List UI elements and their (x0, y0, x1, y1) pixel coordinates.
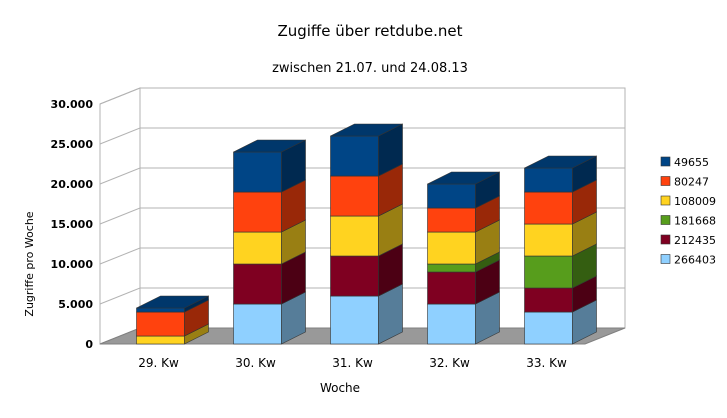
x-tick-label: 32. Kw (429, 356, 470, 370)
legend-item: 108009 (660, 195, 716, 208)
bar-face (330, 135, 379, 177)
legend-label: 49655 (674, 156, 709, 169)
legend-label: 212435 (674, 234, 716, 247)
bar-face (427, 263, 476, 273)
bar-segment (330, 123, 403, 177)
axis-tick-labels: 29. Kw 30. Kw 31. Kw 32. Kw 33. Kw 0 5.000 10.0… (51, 98, 567, 370)
bar-segment (524, 155, 597, 193)
bar-face (524, 191, 573, 225)
bar-face (233, 303, 282, 345)
bar-top (330, 123, 403, 137)
bar-segment (427, 171, 500, 209)
x-tick-label: 33. Kw (526, 356, 567, 370)
bar-top (524, 155, 597, 169)
legend-label: 80247 (674, 176, 709, 189)
x-tick-label: 29. Kw (138, 356, 179, 370)
bar-face (136, 307, 185, 313)
legend-label: 108009 (674, 195, 716, 208)
bar-face (136, 335, 185, 345)
legend-swatch (660, 176, 671, 186)
bar-face (427, 271, 476, 305)
bar-face (427, 183, 476, 209)
bar-face (136, 311, 185, 337)
bar-face (233, 231, 282, 265)
legend-swatch (660, 215, 671, 225)
chart-subtitle: zwischen 21.07. und 24.08.13 (272, 61, 468, 76)
bar-face (427, 303, 476, 345)
bar-top (427, 171, 500, 185)
legend-item: 212435 (660, 234, 716, 247)
bar-face (427, 207, 476, 233)
bar-face (524, 223, 573, 257)
y-tick-label: 5.000 (58, 298, 93, 311)
bar-face (524, 311, 573, 345)
y-tick-label: 0 (85, 338, 93, 351)
gridline (99, 127, 625, 145)
bar-top (136, 295, 209, 309)
chart-title: Zugiffe über retdube.net (277, 22, 462, 40)
gridline (99, 167, 625, 185)
legend-label: 181668 (674, 215, 716, 228)
bar-face (330, 255, 379, 297)
x-tick-label: 31. Kw (332, 356, 373, 370)
y-tick-label: 20.000 (51, 178, 94, 191)
bar-face (233, 263, 282, 305)
y-tick-label: 30.000 (51, 98, 94, 111)
legend-swatch (660, 156, 671, 167)
bar-face (427, 231, 476, 265)
bar-face (330, 295, 379, 345)
x-axis-label: Woche (320, 381, 360, 395)
bar-face (330, 175, 379, 217)
legend-swatch (660, 195, 671, 206)
legend-item: 80247 (660, 176, 709, 189)
legend-item: 181668 (660, 215, 716, 228)
bar-segment (233, 139, 306, 193)
y-tick-label: 10.000 (51, 258, 94, 271)
bar-segment (136, 295, 209, 313)
y-axis-label: Zugriffe pro Woche (23, 211, 36, 316)
bar-face (233, 151, 282, 193)
bar-face (524, 255, 573, 289)
y-tick-label: 15.000 (51, 218, 94, 231)
y-tick-label: 25.000 (51, 138, 94, 151)
legend-item: 266403 (660, 254, 716, 267)
x-tick-label: 30. Kw (235, 356, 276, 370)
legend-item: 49655 (660, 156, 709, 169)
bars (136, 123, 597, 345)
bar-face (524, 287, 573, 313)
bar-face (330, 215, 379, 257)
gridline (99, 87, 625, 105)
bar-face (524, 167, 573, 193)
legend-swatch (660, 254, 671, 264)
bar-top (233, 139, 306, 153)
legend: 49655 80247 108009 181668 212435 266403 (660, 156, 716, 267)
legend-swatch (660, 234, 671, 245)
bar-face (233, 191, 282, 233)
legend-label: 266403 (674, 254, 716, 267)
